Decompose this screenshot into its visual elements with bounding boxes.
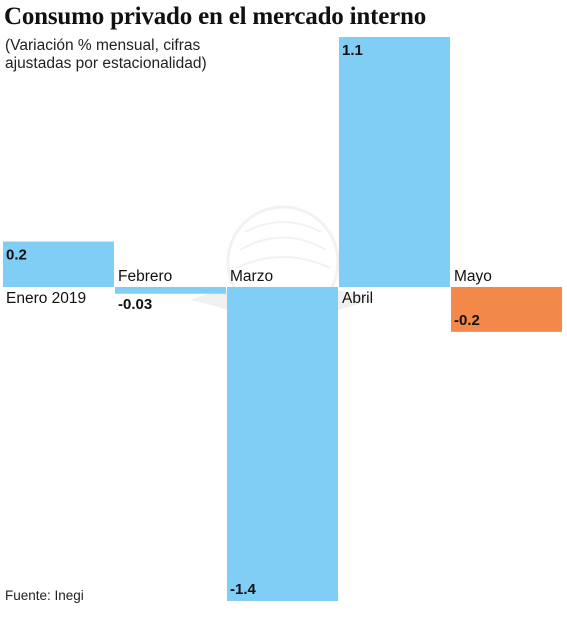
chart-subtitle: (Variación % mensual, cifras ajustadas p… (5, 37, 207, 72)
category-label-abril: Abril (342, 290, 373, 307)
source-note: Fuente: Inegi (5, 588, 84, 603)
value-label-mayo: -0.2 (454, 312, 480, 329)
chart-title: Consumo privado en el mercado interno (4, 3, 426, 30)
bar-febrero (115, 287, 226, 294)
bar-abril (339, 37, 450, 287)
value-label-marzo: -1.4 (230, 581, 257, 598)
value-label-febrero: -0.03 (118, 296, 152, 313)
category-label-marzo: Marzo (230, 268, 273, 285)
value-label-abril: 1.1 (342, 42, 363, 59)
bar-mayo (451, 287, 562, 332)
category-label-mayo: Mayo (454, 268, 492, 285)
category-label-enero-2019: Enero 2019 (6, 290, 86, 307)
category-label-febrero: Febrero (118, 268, 172, 285)
bar-enero-2019 (3, 241, 114, 287)
value-label-enero-2019: 0.2 (6, 247, 27, 264)
bar-marzo (227, 287, 338, 601)
